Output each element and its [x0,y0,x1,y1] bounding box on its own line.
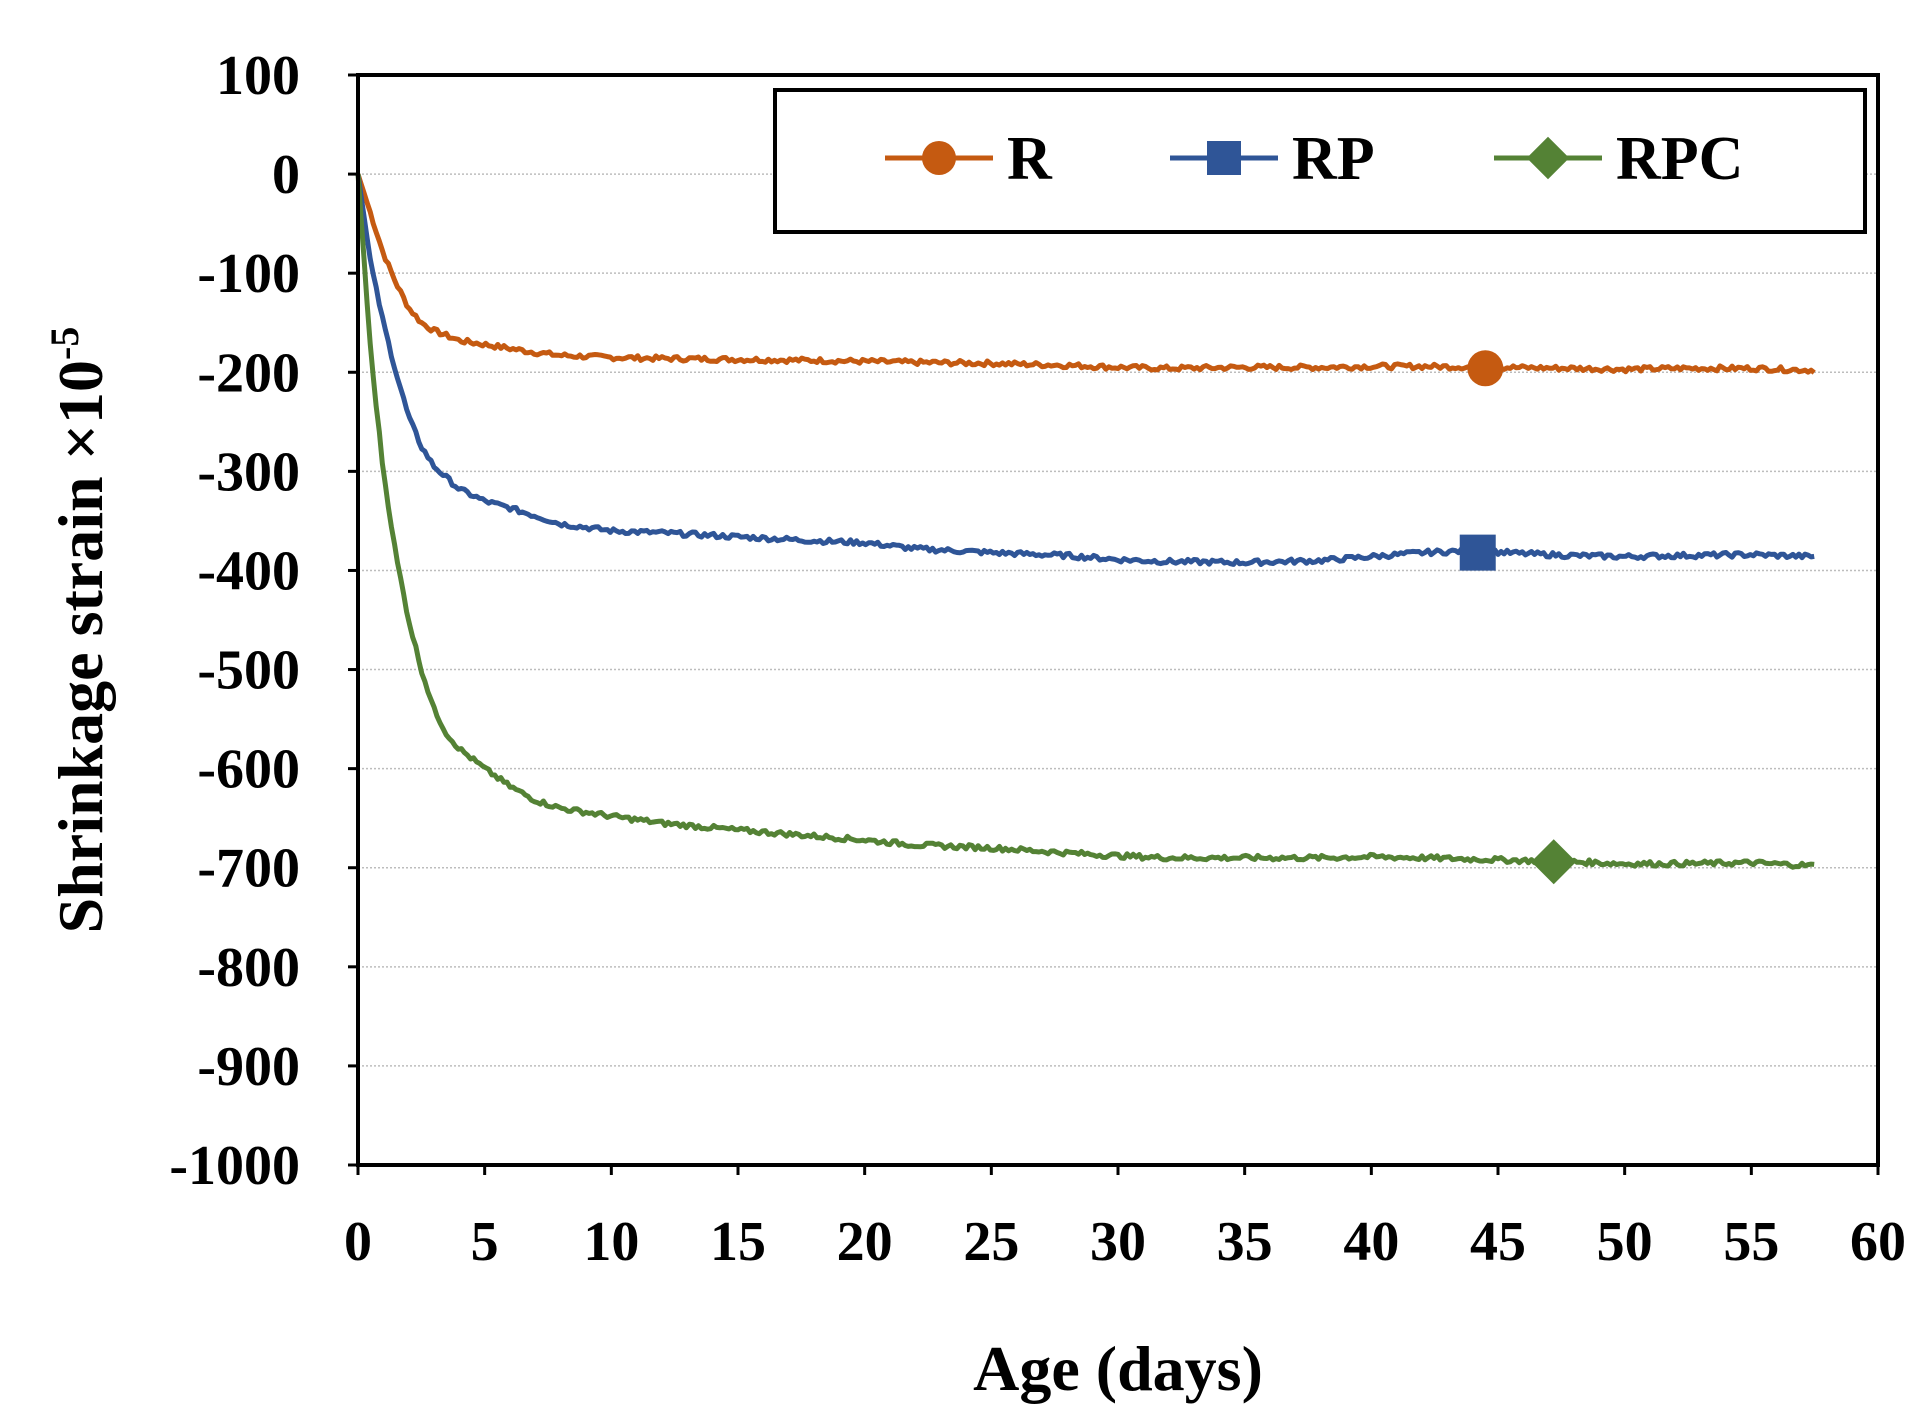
y-tick-label: -1000 [169,1135,300,1197]
legend-label-rp: RP [1292,125,1375,193]
series-marker-rpc [1531,839,1577,885]
x-tick-label: 60 [1850,1211,1906,1273]
legend-frame [773,88,1867,234]
series-marker-r [1467,350,1504,387]
x-tick-label: 20 [837,1211,893,1273]
legend-item-rpc: RPC [1494,125,1743,193]
x-tick-label: 55 [1723,1211,1779,1273]
x-tick-label: 30 [1090,1211,1146,1273]
y-axis-title-exponent: -5 [42,327,87,360]
gridlines [358,173,1878,1067]
series-rpc [355,173,1815,885]
y-tick-label: -100 [197,243,300,305]
y-tick-label: -900 [197,1036,300,1098]
y-axis-title: Shrinkage strain ×10-5 [42,327,116,934]
y-tick-label: 100 [216,45,300,107]
x-tick-label: 35 [1217,1211,1273,1273]
legend-marker-rpc [1526,136,1570,180]
legend-items: R RP RPC [885,125,1743,193]
x-tick-label: 25 [963,1211,1019,1273]
legend: R RP RPC [773,88,1867,234]
x-tick-label: 40 [1343,1211,1399,1273]
x-tick-label: 50 [1597,1211,1653,1273]
y-tick-label: -700 [197,838,300,900]
legend-label-r: R [1007,125,1053,193]
x-tick-label: 5 [471,1211,499,1273]
legend-marker-rp [1207,141,1241,175]
x-tick-label: 10 [583,1211,639,1273]
legend-item-r: R [885,125,1053,193]
axis-ticks: 1000-100-200-300-400-500-600-700-800-900… [169,45,1906,1273]
x-tick-label: 45 [1470,1211,1526,1273]
series-line-rpc [355,173,1815,870]
y-tick-label: -800 [197,937,300,999]
series-rp [355,173,1815,571]
y-tick-label: -500 [197,640,300,702]
legend-item-rp: RP [1170,125,1375,193]
legend-marker-r [922,141,956,175]
x-tick-label: 0 [344,1211,372,1273]
series-group [355,173,1816,885]
y-tick-label: -400 [197,540,300,602]
legend-label-rpc: RPC [1616,125,1743,193]
series-r [355,173,1816,387]
y-axis-title-main: Shrinkage strain ×10 [45,360,116,933]
y-tick-label: 0 [272,144,300,206]
y-tick-label: -300 [197,441,300,503]
series-marker-rp [1459,534,1496,571]
y-tick-label: -600 [197,739,300,801]
x-tick-label: 15 [710,1211,766,1273]
series-line-rp [355,173,1815,567]
series-line-r [355,173,1816,375]
plot-area-frame [356,73,1880,1167]
y-tick-label: -200 [197,342,300,404]
x-axis-title: Age (days) [973,1333,1263,1404]
